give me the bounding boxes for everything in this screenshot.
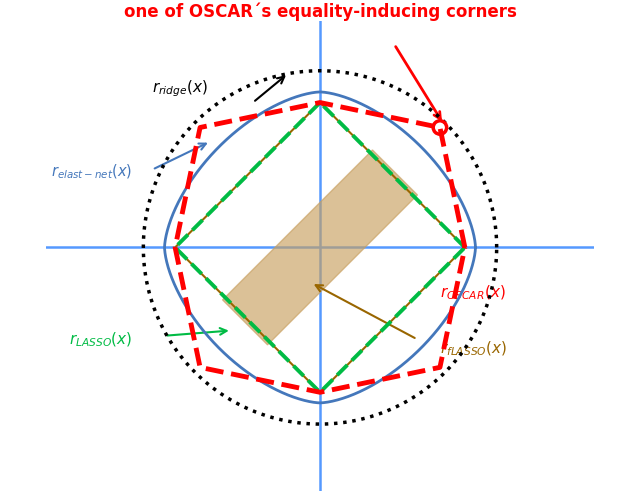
Text: $r_{OSCAR}(x)$: $r_{OSCAR}(x)$ [440,283,506,301]
Text: $r_{ridge}(x)$: $r_{ridge}(x)$ [152,78,208,99]
Text: $r_{fLASSO}(x)$: $r_{fLASSO}(x)$ [440,340,508,358]
Text: $r_{LASSO}(x)$: $r_{LASSO}(x)$ [69,331,132,349]
Text: $r_{elast-net}(x)$: $r_{elast-net}(x)$ [51,163,133,181]
Polygon shape [223,150,417,345]
Text: one of OSCAR´s equality-inducing corners: one of OSCAR´s equality-inducing corners [124,3,516,21]
